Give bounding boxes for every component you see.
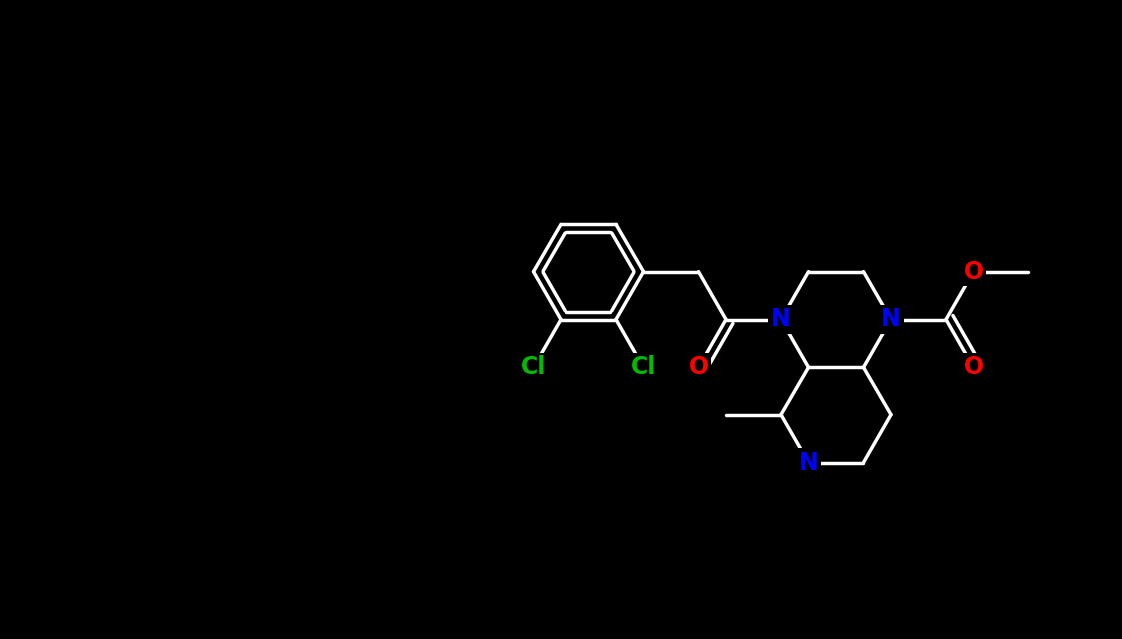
Text: N: N (771, 307, 791, 332)
Text: Cl: Cl (521, 355, 546, 380)
Text: O: O (689, 355, 709, 380)
Text: N: N (799, 450, 818, 475)
Text: O: O (964, 259, 984, 284)
Text: N: N (881, 307, 901, 332)
Text: Cl: Cl (631, 355, 656, 380)
Text: O: O (964, 355, 984, 380)
